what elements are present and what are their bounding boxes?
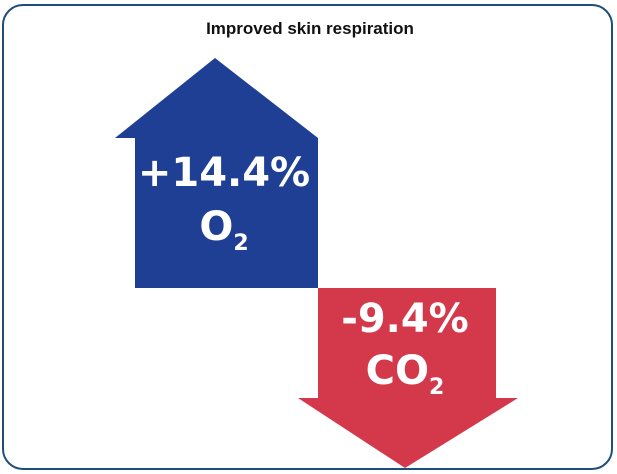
change-label: -9.4% (341, 296, 469, 342)
arrows: +14.4%O2-9.4%CO2 (115, 58, 518, 468)
arrow-up (115, 58, 318, 288)
change-label: +14.4% (138, 150, 310, 196)
arrow-down (298, 288, 518, 468)
gas-symbol: CO (366, 348, 429, 394)
gas-subscript: 2 (233, 231, 248, 256)
gas-label: O2 (199, 204, 248, 256)
gas-subscript: 2 (429, 375, 444, 400)
gas-label: CO2 (366, 348, 445, 400)
gas-symbol: O (199, 204, 233, 250)
title: Improved skin respiration (206, 19, 414, 38)
